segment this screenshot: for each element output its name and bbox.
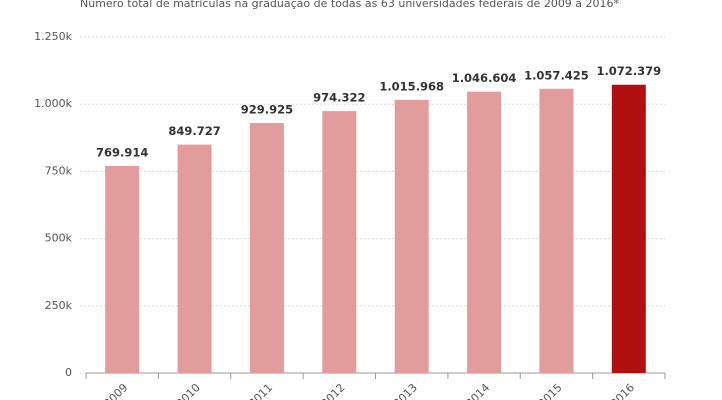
x-tick-label: 2012 <box>319 381 348 400</box>
y-tick-label: 750k <box>45 164 73 177</box>
value-label: 1.057.425 <box>524 68 589 82</box>
bar <box>611 84 646 374</box>
bar <box>467 91 502 373</box>
x-tick-label: 2010 <box>174 381 203 400</box>
bar <box>322 111 357 374</box>
bar <box>105 166 140 373</box>
y-tick-label: 0 <box>65 366 72 379</box>
value-label: 1.015.968 <box>379 79 444 93</box>
x-tick-label: 2015 <box>536 381 565 400</box>
x-tick-label: 2011 <box>246 381 275 400</box>
value-label: 849.727 <box>168 124 220 138</box>
y-tick-label: 500k <box>45 232 73 245</box>
x-tick-label: 2016 <box>608 381 637 400</box>
value-label: 769.914 <box>96 146 148 160</box>
value-label: 929.925 <box>241 103 293 117</box>
x-tick-label: 2009 <box>101 381 130 400</box>
bar <box>539 88 574 373</box>
bar <box>394 99 429 373</box>
x-tick-label: 2014 <box>463 381 492 400</box>
bar <box>249 123 284 373</box>
value-label: 974.322 <box>313 91 365 105</box>
y-tick-label: 250k <box>45 299 73 312</box>
chart-subtitle: Número total de matrículas na graduação … <box>80 0 620 10</box>
value-label: 1.072.379 <box>596 64 661 78</box>
bar <box>177 144 212 373</box>
value-label: 1.046.604 <box>452 71 517 85</box>
y-tick-label: 1.250k <box>34 30 72 43</box>
x-tick-label: 2013 <box>391 381 420 400</box>
y-tick-label: 1.000k <box>34 97 72 110</box>
